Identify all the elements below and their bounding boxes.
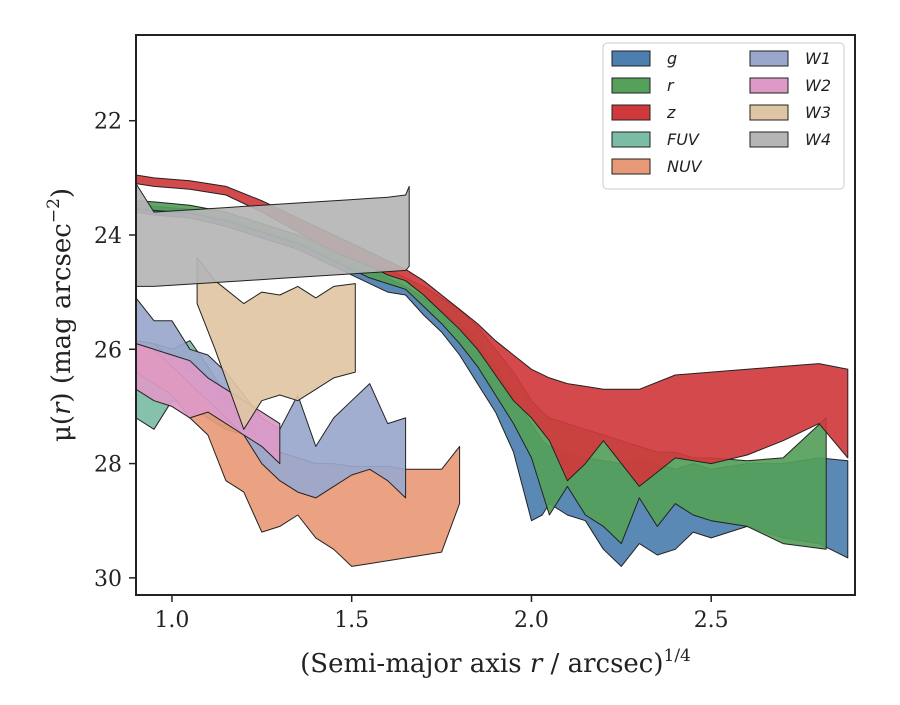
legend-label-w3: W3 (805, 103, 831, 122)
legend-swatch-w3 (749, 104, 789, 121)
y-axis-label: μ(r) (mag arcsec−2) (44, 188, 77, 442)
x-axis-label: (Semi-major axis r / arcsec)1/4 (300, 646, 691, 679)
x-tick-label: 1.0 (154, 608, 189, 633)
band-w3 (196, 257, 356, 430)
legend-swatch-g (611, 50, 651, 67)
band-w2 (136, 343, 281, 465)
legend-swatch-fuv (611, 131, 651, 148)
y-axis-ticks: 22 24 26 28 30 (94, 110, 136, 592)
legend-label-r: r (667, 76, 675, 95)
legend-swatch-z (611, 104, 651, 121)
x-tick-label: 2.0 (514, 608, 549, 633)
x-axis-ticks: 1.0 1.5 2.0 2.5 (154, 595, 729, 633)
legend-swatch-w4 (749, 131, 789, 148)
series-layer (136, 174, 849, 567)
legend-swatch-r (611, 77, 651, 94)
y-tick-label: 30 (94, 567, 122, 592)
x-tick-label: 2.5 (694, 608, 729, 633)
plot-frame (135, 34, 856, 596)
y-tick-label: 26 (94, 338, 122, 363)
legend-label-g: g (667, 49, 677, 68)
legend-label-fuv: FUV (667, 130, 700, 149)
legend-label-nuv: NUV (667, 157, 703, 176)
legend: grz FUV NUV W1 W2 W3 W4 (602, 42, 845, 190)
legend-label-w2: W2 (805, 76, 831, 95)
band-w4 (136, 183, 410, 287)
y-tick-label: 28 (94, 453, 122, 478)
legend-swatch-w2 (749, 77, 789, 94)
x-tick-label: 1.5 (334, 608, 369, 633)
legend-label-w4: W4 (805, 130, 831, 149)
legend-swatch-w1 (749, 50, 789, 67)
legend-swatch-nuv (611, 158, 651, 175)
y-tick-label: 24 (94, 224, 122, 249)
legend-label-w1: W1 (805, 49, 831, 68)
y-tick-label: 22 (94, 110, 122, 135)
band-z (136, 174, 849, 487)
legend-label-z: z (666, 103, 676, 122)
